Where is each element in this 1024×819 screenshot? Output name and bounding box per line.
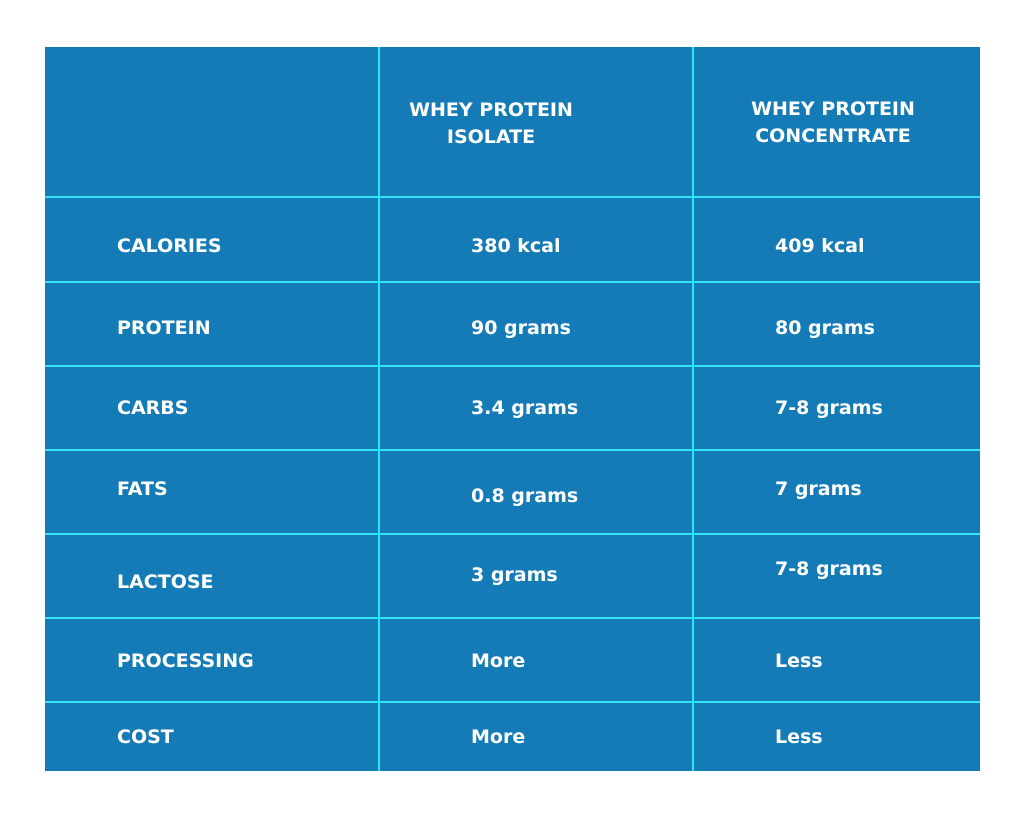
- row-divider: [45, 701, 980, 703]
- cell-value: 380 kcal: [471, 235, 561, 257]
- cell-value: 3.4 grams: [471, 397, 579, 419]
- row-label: CARBS: [117, 397, 189, 419]
- row-label: CALORIES: [117, 235, 222, 257]
- row-divider: [45, 533, 980, 535]
- row-label: FATS: [117, 478, 168, 500]
- column-divider: [378, 47, 380, 771]
- row-label: PROCESSING: [117, 650, 254, 672]
- row-divider: [45, 281, 980, 283]
- cell-value: 80 grams: [775, 317, 875, 339]
- comparison-table: WHEY PROTEIN ISOLATE WHEY PROTEIN CONCENT…: [45, 47, 980, 771]
- cell-value: 7-8 grams: [775, 558, 883, 580]
- row-divider: [45, 617, 980, 619]
- cell-value: Less: [775, 650, 823, 672]
- row-divider: [45, 196, 980, 198]
- cell-value: Less: [775, 726, 823, 748]
- column-header: WHEY PROTEIN CONCENTRATE: [751, 98, 915, 147]
- cell-value: 3 grams: [471, 564, 558, 586]
- cell-value: 90 grams: [471, 317, 571, 339]
- row-label: COST: [117, 726, 174, 748]
- cell-value: 7 grams: [775, 478, 862, 500]
- row-label: LACTOSE: [117, 571, 214, 593]
- row-label: PROTEIN: [117, 317, 211, 339]
- column-divider: [692, 47, 694, 771]
- cell-value: 409 kcal: [775, 235, 865, 257]
- row-divider: [45, 449, 980, 451]
- cell-value: 0.8 grams: [471, 485, 579, 507]
- cell-value: More: [471, 650, 526, 672]
- row-divider: [45, 365, 980, 367]
- cell-value: More: [471, 726, 526, 748]
- cell-value: 7-8 grams: [775, 397, 883, 419]
- column-header: WHEY PROTEIN ISOLATE: [409, 99, 573, 148]
